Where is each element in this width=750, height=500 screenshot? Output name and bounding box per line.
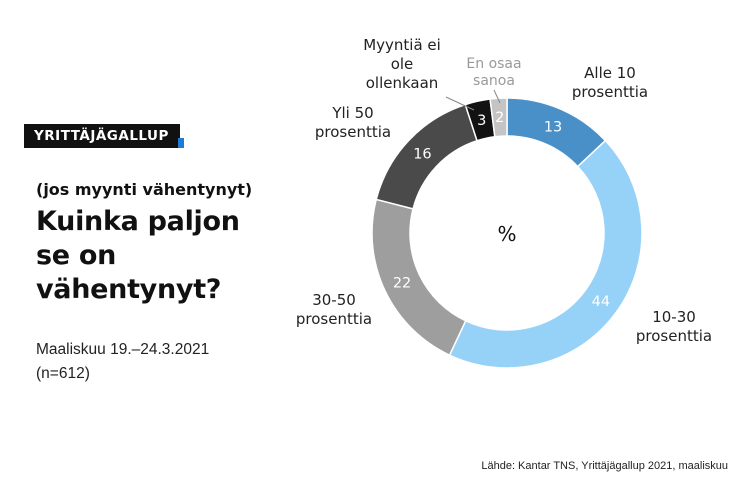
slice-category-label: Myyntiä ei ole ollenkaan <box>363 36 441 92</box>
brand-badge: YRITTÄJÄGALLUP <box>24 124 184 148</box>
slice-category-label: Alle 10 prosenttia <box>572 64 648 101</box>
chart-title: Kuinka paljon se on vähentynyt? <box>36 206 240 305</box>
slice-category-label: Yli 50 prosenttia <box>315 104 391 141</box>
donut-slice <box>448 139 643 369</box>
slice-value-label: 44 <box>592 294 610 310</box>
center-label: % <box>497 222 516 246</box>
slice-category-label: 30-50 prosenttia <box>296 291 372 328</box>
source-note: Lähde: Kantar TNS, Yrittäjägallup 2021, … <box>481 460 728 472</box>
brand-accent <box>177 138 184 148</box>
leader-line <box>493 89 501 104</box>
leader-lines <box>445 89 501 111</box>
slice-category-label: 10-30 prosenttia <box>636 308 712 345</box>
slice-value-label: 2 <box>495 110 504 126</box>
slice-category-label: En osaa sanoa <box>466 56 521 89</box>
donut-slices <box>371 97 643 369</box>
slice-value-label: 22 <box>393 275 411 291</box>
slice-value-label: 3 <box>477 113 486 129</box>
category-labels: Alle 10 prosenttia 10-30 prosenttia 30-50 pro… <box>296 36 712 345</box>
survey-date: Maaliskuu 19.–24.3.2021 <box>36 341 210 358</box>
slice-value-label: 16 <box>413 147 431 163</box>
chart-subtitle: (jos myynti vähentynyt) <box>36 180 253 199</box>
donut-slice <box>489 97 508 138</box>
donut-slice <box>371 198 467 357</box>
leader-line <box>445 96 475 111</box>
sample-size: (n=612) <box>36 365 90 382</box>
brand-label: YRITTÄJÄGALLUP <box>24 124 180 148</box>
value-labels: 13 44 22 16 3 2 <box>393 110 610 310</box>
slice-value-label: 13 <box>544 120 562 136</box>
